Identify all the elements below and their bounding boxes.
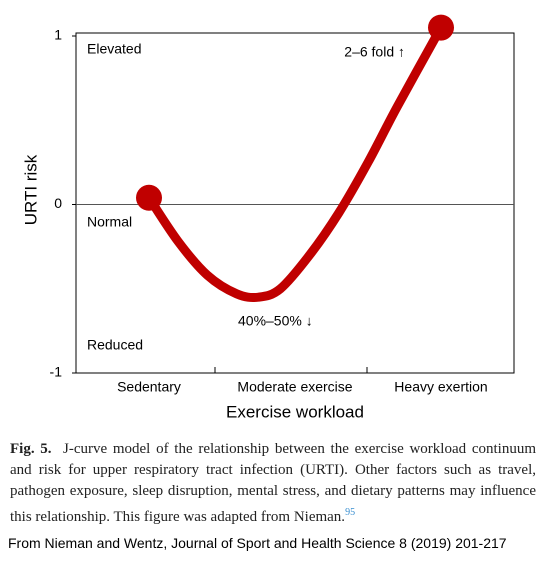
y-tick-label: -1: [50, 364, 63, 380]
x-tick-label: Heavy exertion: [394, 379, 487, 395]
x-tick-label: Sedentary: [117, 379, 181, 395]
annotation: Reduced: [87, 337, 143, 353]
annotation: 2–6 fold ↑: [344, 44, 405, 60]
caption-label: Fig. 5.: [10, 441, 52, 457]
caption-text: J-curve model of the relationship betwee…: [10, 441, 536, 525]
caption-ref: 95: [345, 507, 356, 518]
annotation: Elevated: [87, 41, 141, 57]
annotation: 40%–50% ↓: [238, 313, 313, 329]
end-marker: [428, 14, 454, 41]
x-tick-label: Moderate exercise: [237, 379, 352, 395]
chart: URTI risk Exercise workload Elevated Nor…: [21, 14, 515, 421]
curve: [144, 23, 446, 303]
y-tick-label: 0: [54, 195, 62, 211]
y-axis-label: URTI risk: [21, 154, 40, 225]
plot-frame: [75, 32, 515, 374]
figure-caption: Fig. 5. J-curve model of the relationshi…: [10, 439, 536, 528]
source-line: From Nieman and Wentz, Journal of Sport …: [8, 535, 507, 551]
x-axis-label: Exercise workload: [226, 402, 364, 421]
end-marker: [136, 184, 162, 211]
annotation: Normal: [87, 214, 132, 230]
y-tick-label: 1: [54, 27, 62, 43]
